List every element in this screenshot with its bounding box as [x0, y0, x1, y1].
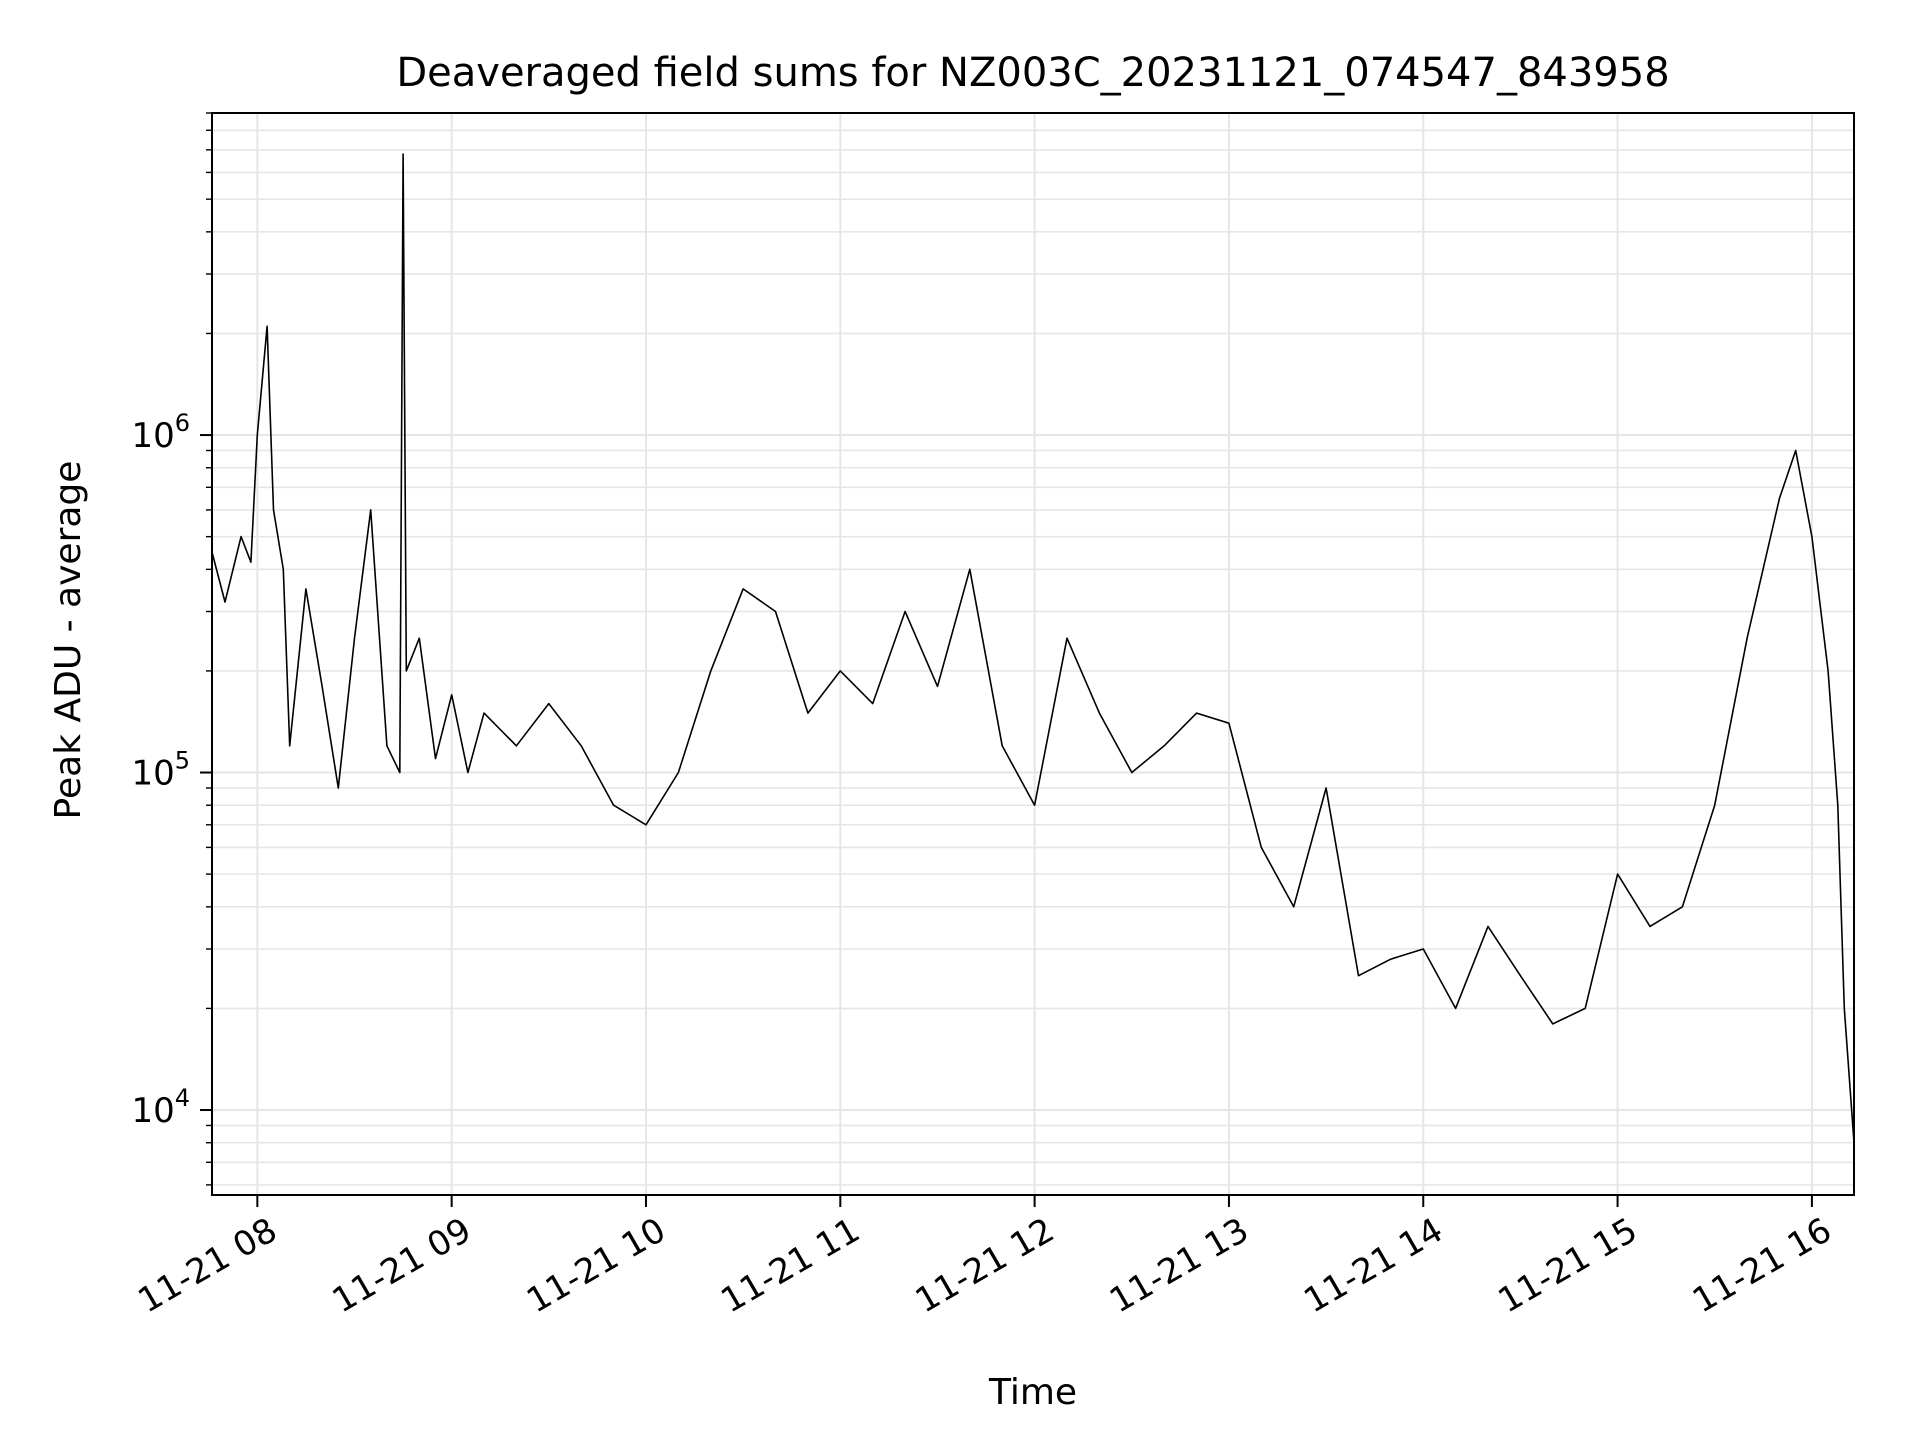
series-layer — [211, 153, 1855, 1143]
y-tick-label: 104 — [131, 1084, 190, 1131]
series-line — [211, 153, 1855, 1143]
y-tick-label: 106 — [131, 409, 190, 456]
x-axis-label: Time — [988, 1372, 1077, 1413]
grid-lines — [212, 112, 1854, 1195]
y-axis-label: Peak ADU - average — [48, 461, 89, 820]
plot-frame — [211, 112, 1855, 1196]
y-tick-label: 105 — [131, 747, 190, 794]
chart-title: Deaveraged field sums for NZ003C_2023112… — [396, 50, 1669, 96]
